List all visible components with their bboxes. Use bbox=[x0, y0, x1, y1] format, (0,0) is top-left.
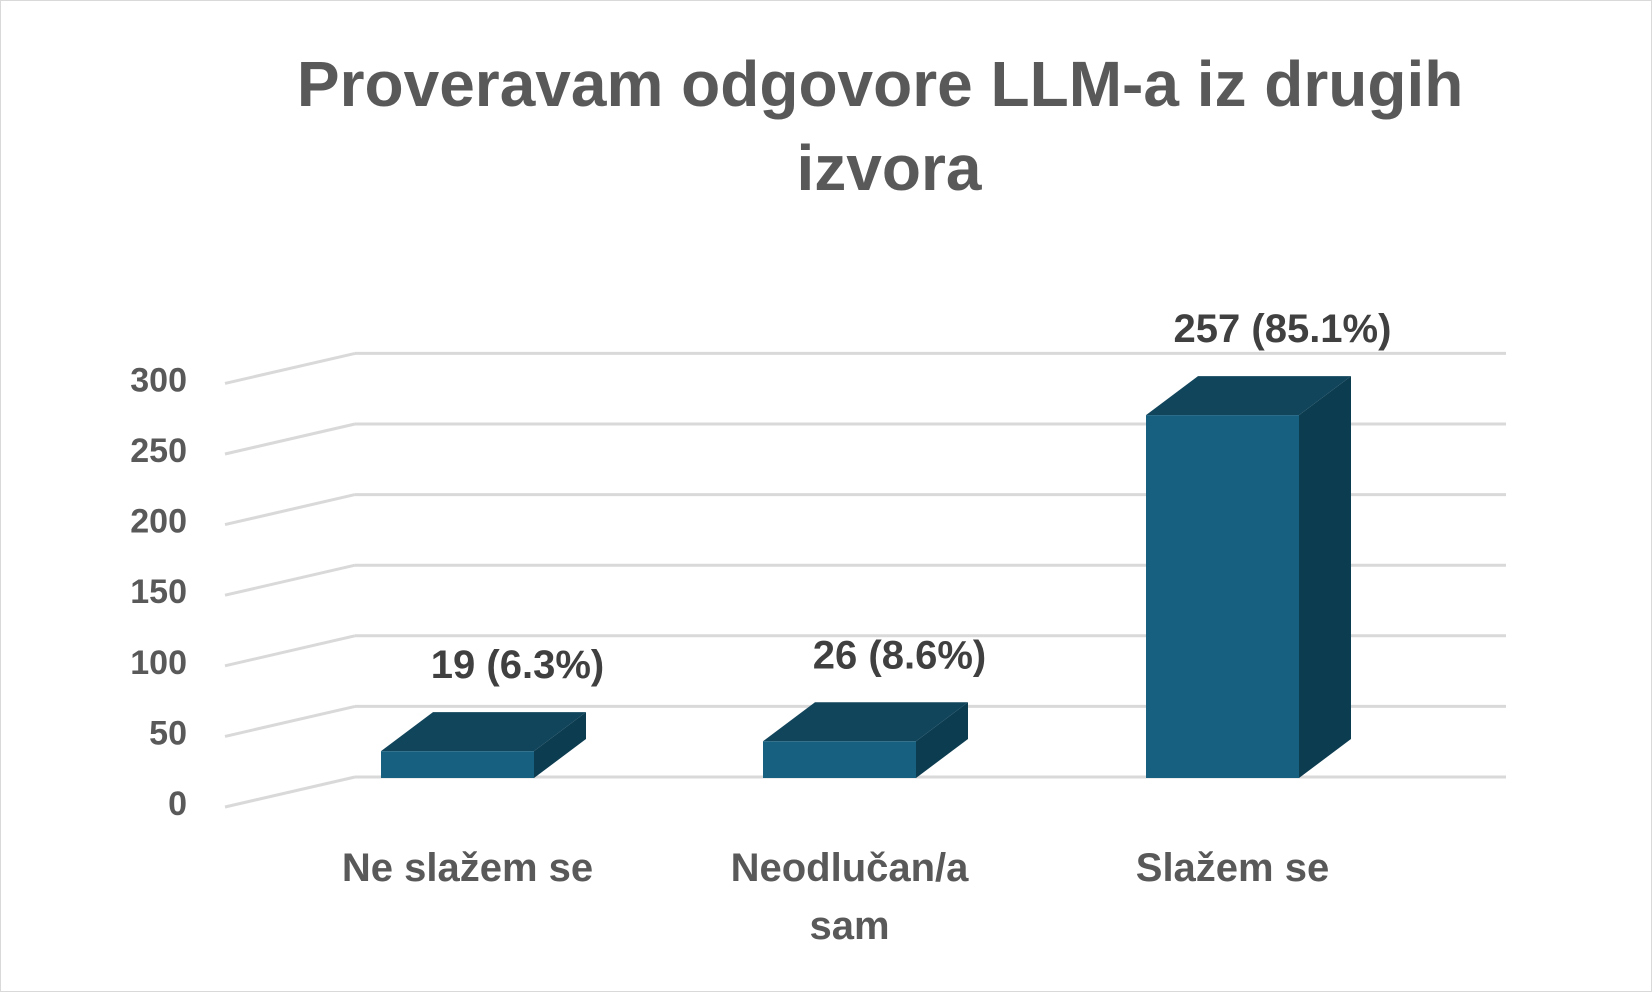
bar-top bbox=[1146, 376, 1351, 416]
bar-side bbox=[916, 702, 968, 778]
x-category-label: Slažem se bbox=[1136, 846, 1329, 890]
y-tick-label: 250 bbox=[130, 432, 187, 470]
gridline-side bbox=[224, 704, 356, 738]
y-axis-ticks: 0 50 100 150 200 250 300 bbox=[130, 361, 187, 823]
data-labels: 19 (6.3%) 26 (8.6%) 257 (85.1%) bbox=[431, 307, 1392, 687]
chart-title-line-1: Proveravam odgovore LLM-a iz drugih bbox=[297, 48, 1463, 120]
bars bbox=[381, 376, 1351, 778]
y-tick-label: 0 bbox=[168, 785, 187, 823]
x-category-label: Ne slažem se bbox=[342, 846, 593, 890]
bar-2 bbox=[763, 702, 968, 778]
gridline-side bbox=[224, 775, 356, 809]
y-tick-label: 50 bbox=[149, 714, 187, 752]
x-category-label-line: Neodlučan/a bbox=[731, 846, 970, 890]
x-category-label: Neodlučan/a sam bbox=[731, 846, 970, 948]
data-label: 26 (8.6%) bbox=[813, 633, 986, 677]
gridline-side bbox=[224, 493, 356, 527]
bar-top bbox=[381, 712, 586, 752]
gridline-side bbox=[224, 634, 356, 668]
data-label: 19 (6.3%) bbox=[431, 643, 604, 687]
bar-side bbox=[534, 712, 586, 778]
bar-top bbox=[763, 702, 968, 742]
bar-3 bbox=[1146, 376, 1351, 778]
y-tick-label: 200 bbox=[130, 503, 187, 541]
y-tick-label: 300 bbox=[130, 361, 187, 399]
gridline-side bbox=[224, 351, 356, 385]
y-tick-label: 100 bbox=[130, 644, 187, 682]
bar-side bbox=[1299, 376, 1351, 778]
x-category-label-line: sam bbox=[809, 904, 889, 948]
gridline-side bbox=[224, 563, 356, 597]
y-tick-label: 150 bbox=[130, 573, 187, 611]
chart-title: Proveravam odgovore LLM-a iz drugih izvo… bbox=[297, 48, 1481, 204]
chart-title-line-2: izvora bbox=[797, 132, 982, 204]
bar-front bbox=[381, 751, 534, 778]
bar-front bbox=[763, 741, 916, 778]
data-label: 257 (85.1%) bbox=[1174, 307, 1392, 351]
bar-1 bbox=[381, 712, 586, 778]
gridline-side bbox=[224, 422, 356, 456]
x-category-label-line: Slažem se bbox=[1136, 846, 1329, 890]
x-axis-categories: Ne slažem se Neodlučan/a sam Slažem se bbox=[342, 846, 1329, 948]
x-category-label-line: Ne slažem se bbox=[342, 846, 593, 890]
bar-front bbox=[1146, 415, 1299, 778]
